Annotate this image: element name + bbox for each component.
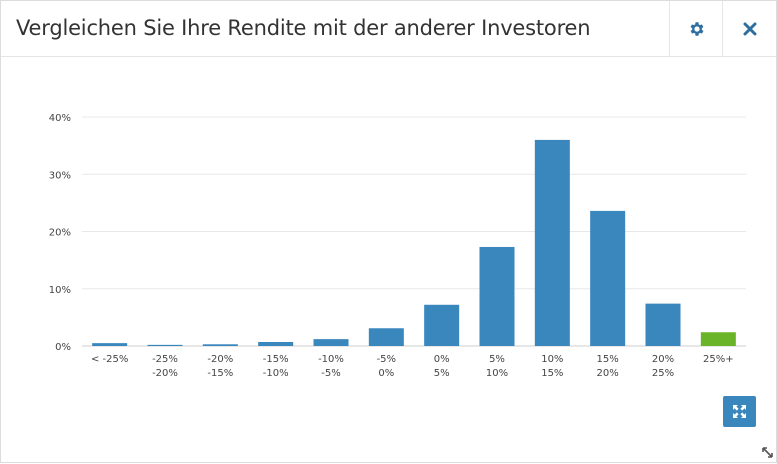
y-tick-label: 0% — [55, 342, 71, 353]
bar — [368, 328, 404, 346]
x-tick-label: 5% — [489, 354, 505, 365]
x-tick-label: -15% — [263, 354, 289, 365]
bar — [313, 339, 349, 346]
x-tick-label: 10% — [486, 368, 508, 379]
x-tick-label: 25%+ — [703, 354, 734, 365]
x-tick-label: -10% — [263, 368, 289, 379]
close-icon — [743, 22, 757, 35]
resize-handle[interactable] — [761, 446, 774, 459]
x-tick-label: 10% — [541, 354, 563, 365]
x-tick-label: -5% — [377, 354, 396, 365]
expand-button[interactable] — [723, 396, 756, 427]
expand-icon — [733, 405, 746, 418]
bar — [645, 303, 681, 346]
x-tick-label: 20% — [597, 368, 619, 379]
bar — [258, 341, 294, 346]
bar — [534, 139, 570, 346]
resize-handle-icon — [762, 447, 773, 458]
x-tick-label: 0% — [434, 354, 450, 365]
bar — [424, 304, 460, 346]
x-tick-label: 25% — [652, 368, 674, 379]
widget-header: Vergleichen Sie Ihre Rendite mit der and… — [1, 1, 776, 57]
x-tick-label: -25% — [152, 354, 178, 365]
close-button[interactable] — [722, 1, 777, 56]
bar — [202, 344, 238, 346]
x-tick-label: -5% — [321, 368, 340, 379]
x-tick-label: 20% — [652, 354, 674, 365]
x-tick-label: -15% — [207, 368, 233, 379]
x-tick-label: -10% — [318, 354, 344, 365]
x-tick-label: 15% — [597, 354, 619, 365]
chart-svg: 0% 10% 20% 30% 40% < -25% -25% -20% -20% -15% -15%… — [49, 113, 746, 379]
y-tick-label: 20% — [49, 228, 71, 239]
x-tick-label: -20% — [207, 354, 233, 365]
x-tick-label: < -25% — [91, 354, 128, 365]
bar — [92, 343, 128, 346]
x-tick-label: 0% — [378, 368, 394, 379]
bar — [700, 332, 736, 346]
bar — [590, 210, 626, 346]
y-tick-label: 40% — [49, 113, 71, 124]
x-tick-label: 15% — [541, 368, 563, 379]
y-tick-label: 10% — [49, 285, 71, 296]
gear-icon — [690, 21, 704, 36]
bar — [479, 246, 515, 346]
x-tick-label: -20% — [152, 368, 178, 379]
returns-distribution-chart: 0% 10% 20% 30% 40% < -25% -25% -20% -20% -15% -15%… — [1, 57, 776, 397]
x-tick-label: 5% — [434, 368, 450, 379]
bar — [147, 344, 183, 346]
widget-title: Vergleichen Sie Ihre Rendite mit der and… — [16, 16, 591, 40]
y-tick-label: 30% — [49, 170, 71, 181]
settings-button[interactable] — [669, 1, 724, 56]
